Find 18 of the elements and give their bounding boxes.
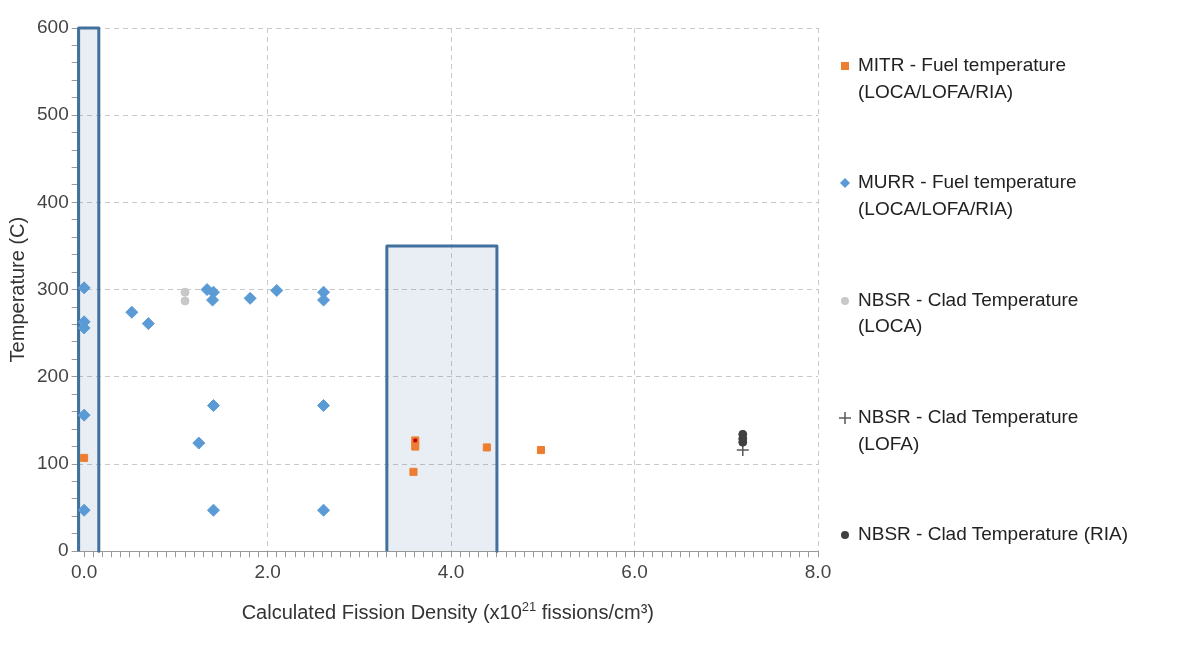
- y-tick-label: 600: [37, 16, 69, 38]
- y-tick-label: 200: [37, 365, 69, 387]
- y-tick-label: 0: [58, 539, 69, 561]
- legend-label: MURR - Fuel temperature (LOCA/LOFA/RIA): [858, 170, 1078, 221]
- legend-label: NBSR - Clad Temperature (RIA): [858, 522, 1128, 547]
- x-tick-label: 2.0: [254, 560, 281, 582]
- x-tick-label: 0.0: [70, 560, 98, 582]
- y-tick-label: 300: [37, 277, 69, 299]
- legend-label: NBSR - Clad Temperature (LOFA): [858, 405, 1080, 456]
- y-axis-title: Temperature (C): [6, 216, 28, 363]
- y-tick-label: 500: [37, 103, 69, 125]
- legend-label: MITR - Fuel temperature (LOCA/LOFA/RIA): [858, 53, 1067, 104]
- x-tick-label: 4.0: [437, 560, 465, 582]
- x-tick-label: 8.0: [804, 560, 832, 582]
- x-tick-label: 6.0: [621, 560, 648, 582]
- y-tick-label: 400: [37, 190, 69, 212]
- y-tick-label: 100: [37, 452, 69, 474]
- legend-label: NBSR - Clad Temperature (LOCA): [858, 287, 1080, 339]
